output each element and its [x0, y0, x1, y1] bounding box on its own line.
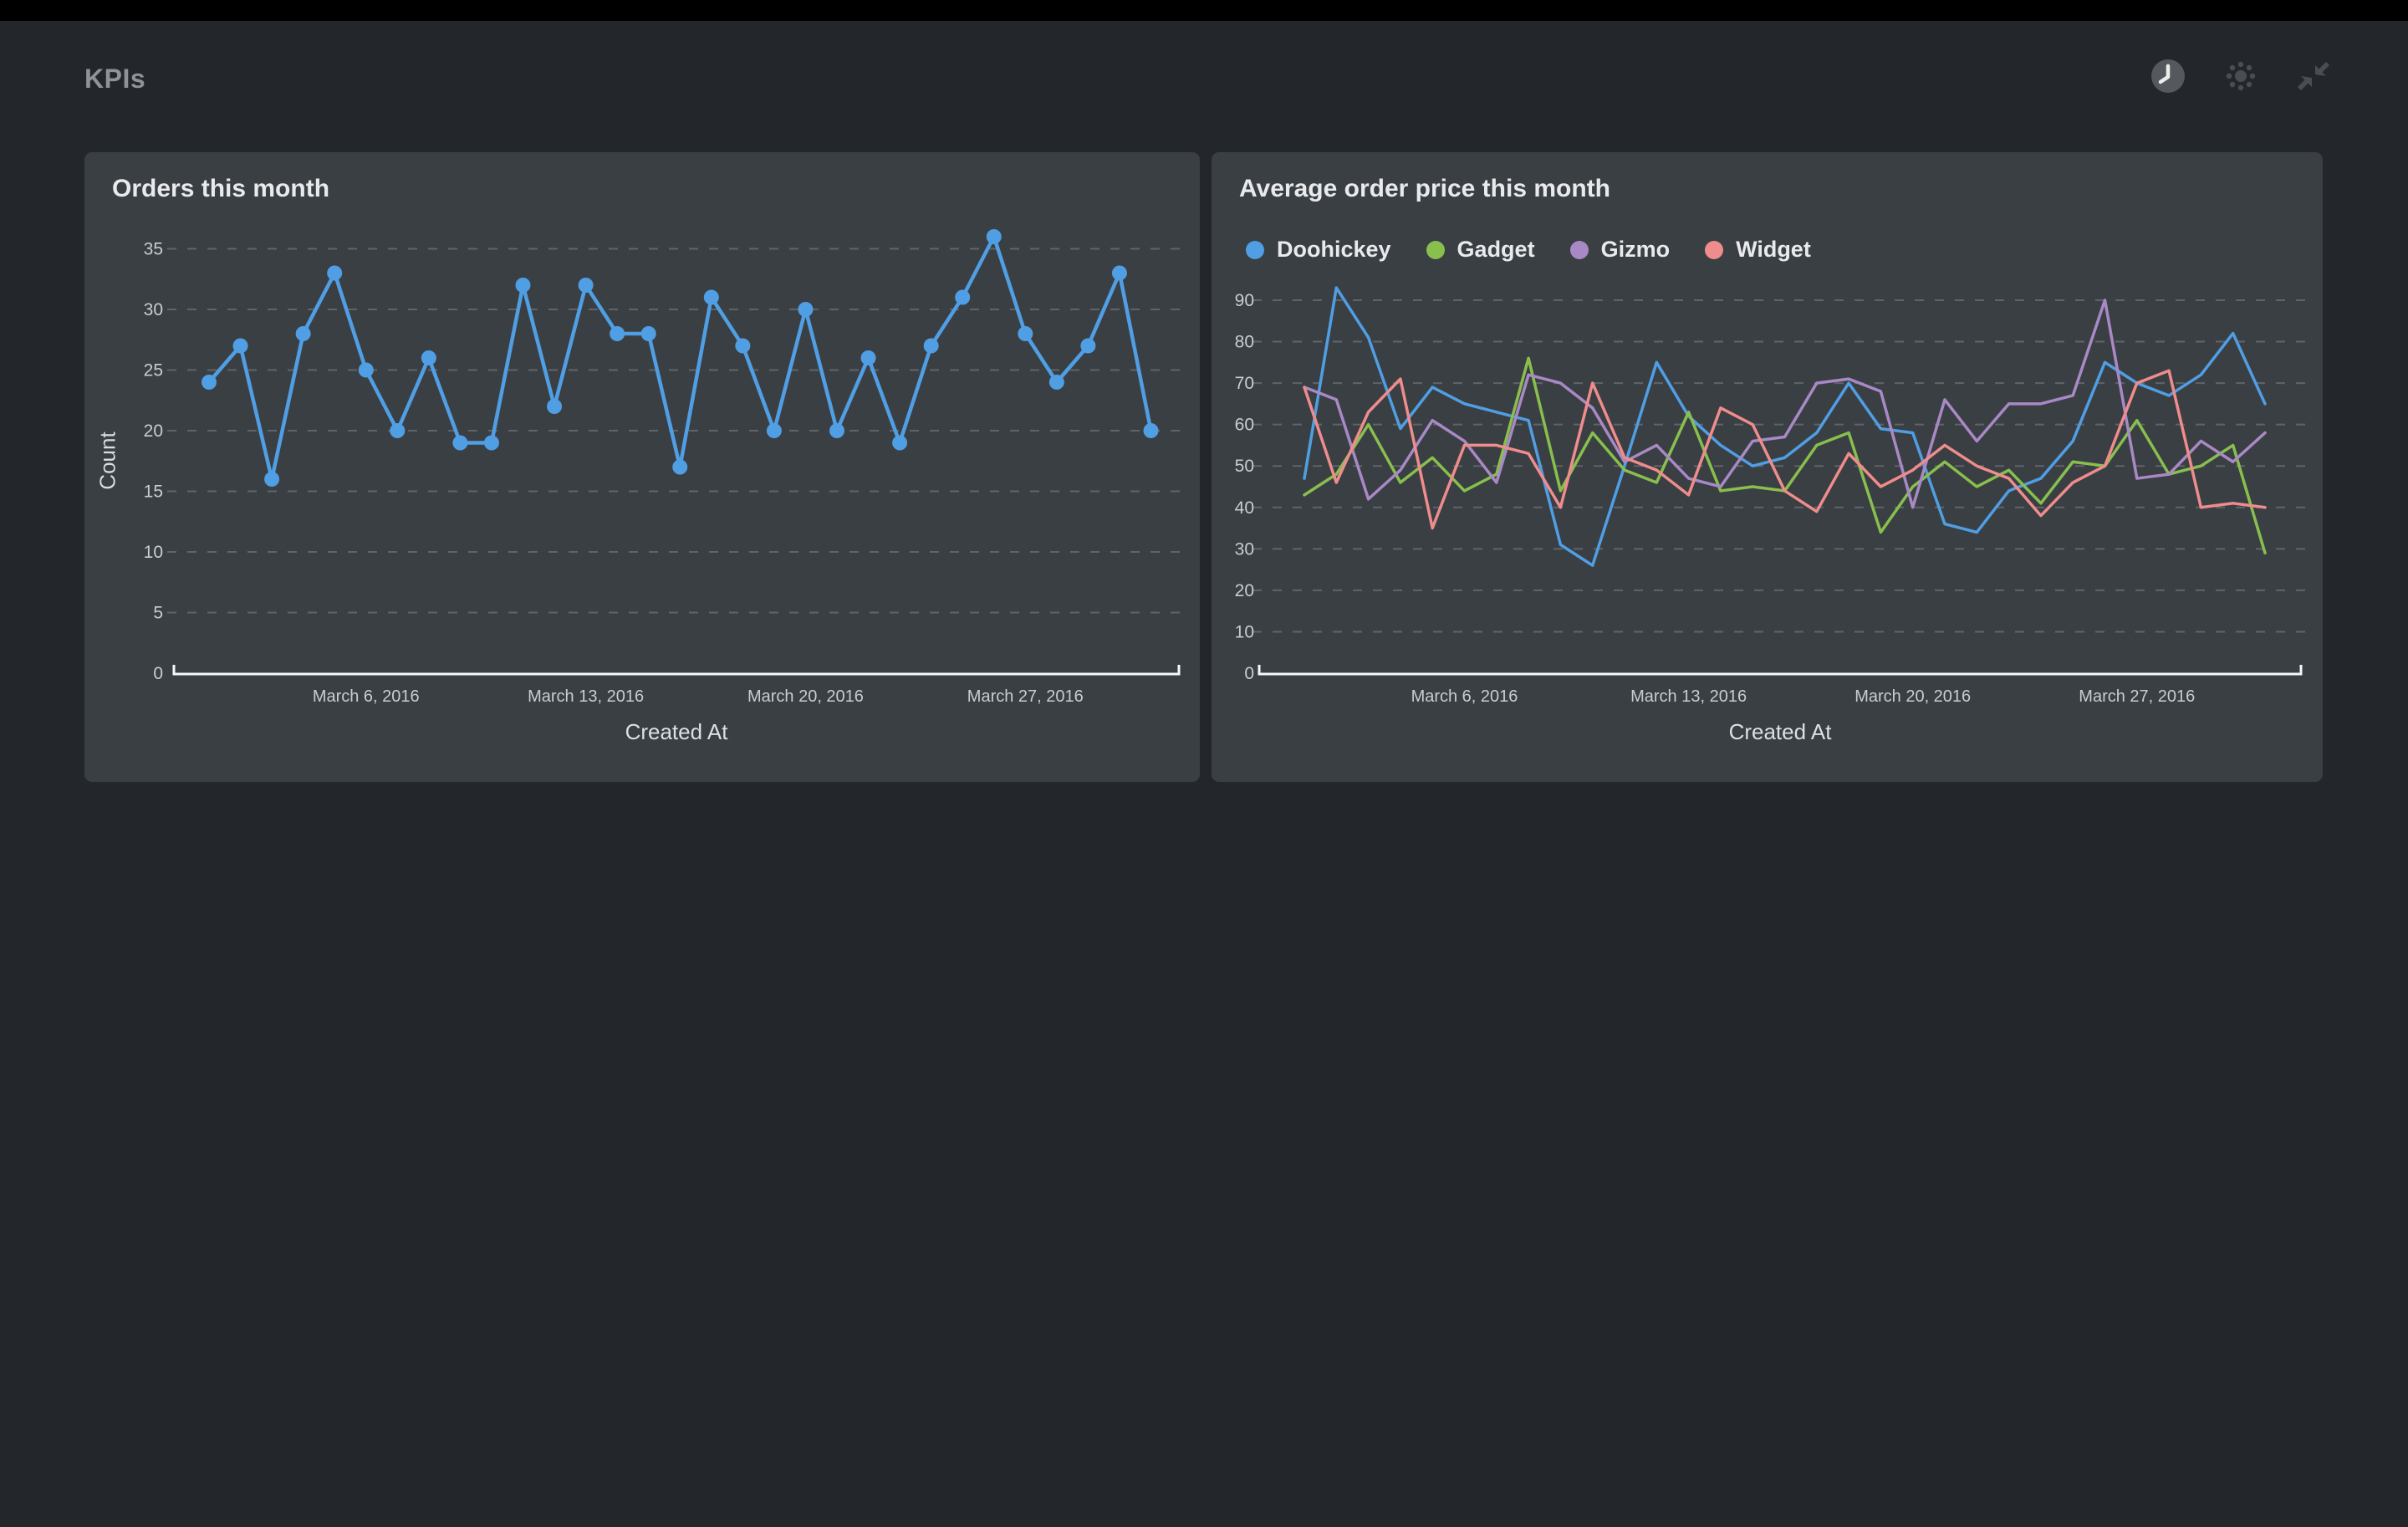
svg-text:15: 15: [144, 483, 163, 502]
legend-dot: [1246, 240, 1264, 259]
clock-icon: [2150, 59, 2186, 94]
svg-text:March 13, 2016: March 13, 2016: [1630, 687, 1747, 706]
svg-text:March 27, 2016: March 27, 2016: [2079, 687, 2195, 706]
dashboard-card-orders: Orders this month Count 0 5 10 15 20 25 30 35 Ma…: [84, 152, 1200, 782]
dashboard-card-avg-order-price: Average order price this month Doohickey…: [1212, 152, 2323, 782]
svg-text:5: 5: [153, 604, 163, 623]
x-axis-label: Created At: [625, 719, 728, 744]
x-axis-label: Created At: [1728, 719, 1832, 744]
dashboard-toolbar: [2150, 59, 2331, 94]
svg-text:25: 25: [144, 361, 163, 380]
avg-order-price-line-chart[interactable]: 0 10 20 30 40 50 60 70 80 90 March 6, 2016 March 13…: [1212, 152, 2323, 782]
legend-label: Doohickey: [1277, 237, 1391, 262]
card-title[interactable]: Average order price this month: [1239, 175, 1610, 202]
chart-legend: Doohickey Gadget Gizmo Widget: [1246, 237, 1811, 263]
svg-text:30: 30: [1235, 539, 1254, 559]
svg-text:March 6, 2016: March 6, 2016: [313, 687, 420, 706]
legend-dot: [1705, 240, 1724, 259]
svg-text:60: 60: [1235, 416, 1254, 435]
card-title[interactable]: Orders this month: [112, 175, 330, 202]
svg-text:March 27, 2016: March 27, 2016: [967, 687, 1084, 706]
svg-text:20: 20: [144, 421, 163, 441]
auto-refresh-button[interactable]: [2150, 59, 2186, 94]
svg-text:March 6, 2016: March 6, 2016: [1411, 687, 1518, 706]
svg-text:March 20, 2016: March 20, 2016: [1854, 687, 1971, 706]
legend-item-widget[interactable]: Widget: [1705, 237, 1811, 263]
svg-text:90: 90: [1235, 291, 1254, 310]
legend-dot: [1426, 240, 1445, 259]
sun-icon: [2223, 59, 2258, 94]
orders-line-chart[interactable]: 0 5 10 15 20 25 30 35 March 6, 2016 March 13, 201…: [84, 152, 1200, 782]
legend-label: Gadget: [1457, 237, 1535, 262]
legend-item-gadget[interactable]: Gadget: [1426, 237, 1535, 263]
legend-dot: [1569, 240, 1589, 259]
svg-text:50: 50: [1235, 457, 1254, 476]
legend-item-gizmo[interactable]: Gizmo: [1569, 237, 1671, 263]
dashboard-header: KPIs: [84, 60, 145, 97]
svg-text:35: 35: [144, 240, 163, 259]
svg-text:0: 0: [153, 664, 163, 683]
svg-text:70: 70: [1235, 374, 1254, 393]
page-title: KPIs: [84, 63, 146, 94]
svg-text:40: 40: [1235, 498, 1254, 518]
fullscreen-toggle[interactable]: [2296, 59, 2331, 94]
svg-text:10: 10: [144, 543, 163, 562]
legend-item-doohickey[interactable]: Doohickey: [1246, 237, 1391, 263]
svg-text:March 20, 2016: March 20, 2016: [747, 687, 864, 706]
svg-text:80: 80: [1235, 333, 1254, 352]
svg-text:30: 30: [144, 300, 163, 319]
svg-text:10: 10: [1235, 622, 1254, 641]
legend-label: Widget: [1736, 237, 1811, 262]
svg-text:0: 0: [1244, 664, 1254, 683]
svg-text:March 13, 2016: March 13, 2016: [528, 687, 644, 706]
svg-text:20: 20: [1235, 581, 1254, 600]
legend-label: Gizmo: [1600, 237, 1671, 262]
compress-icon: [2296, 59, 2331, 94]
top-black-bar: [0, 0, 2408, 21]
night-mode-toggle[interactable]: [2223, 59, 2258, 94]
